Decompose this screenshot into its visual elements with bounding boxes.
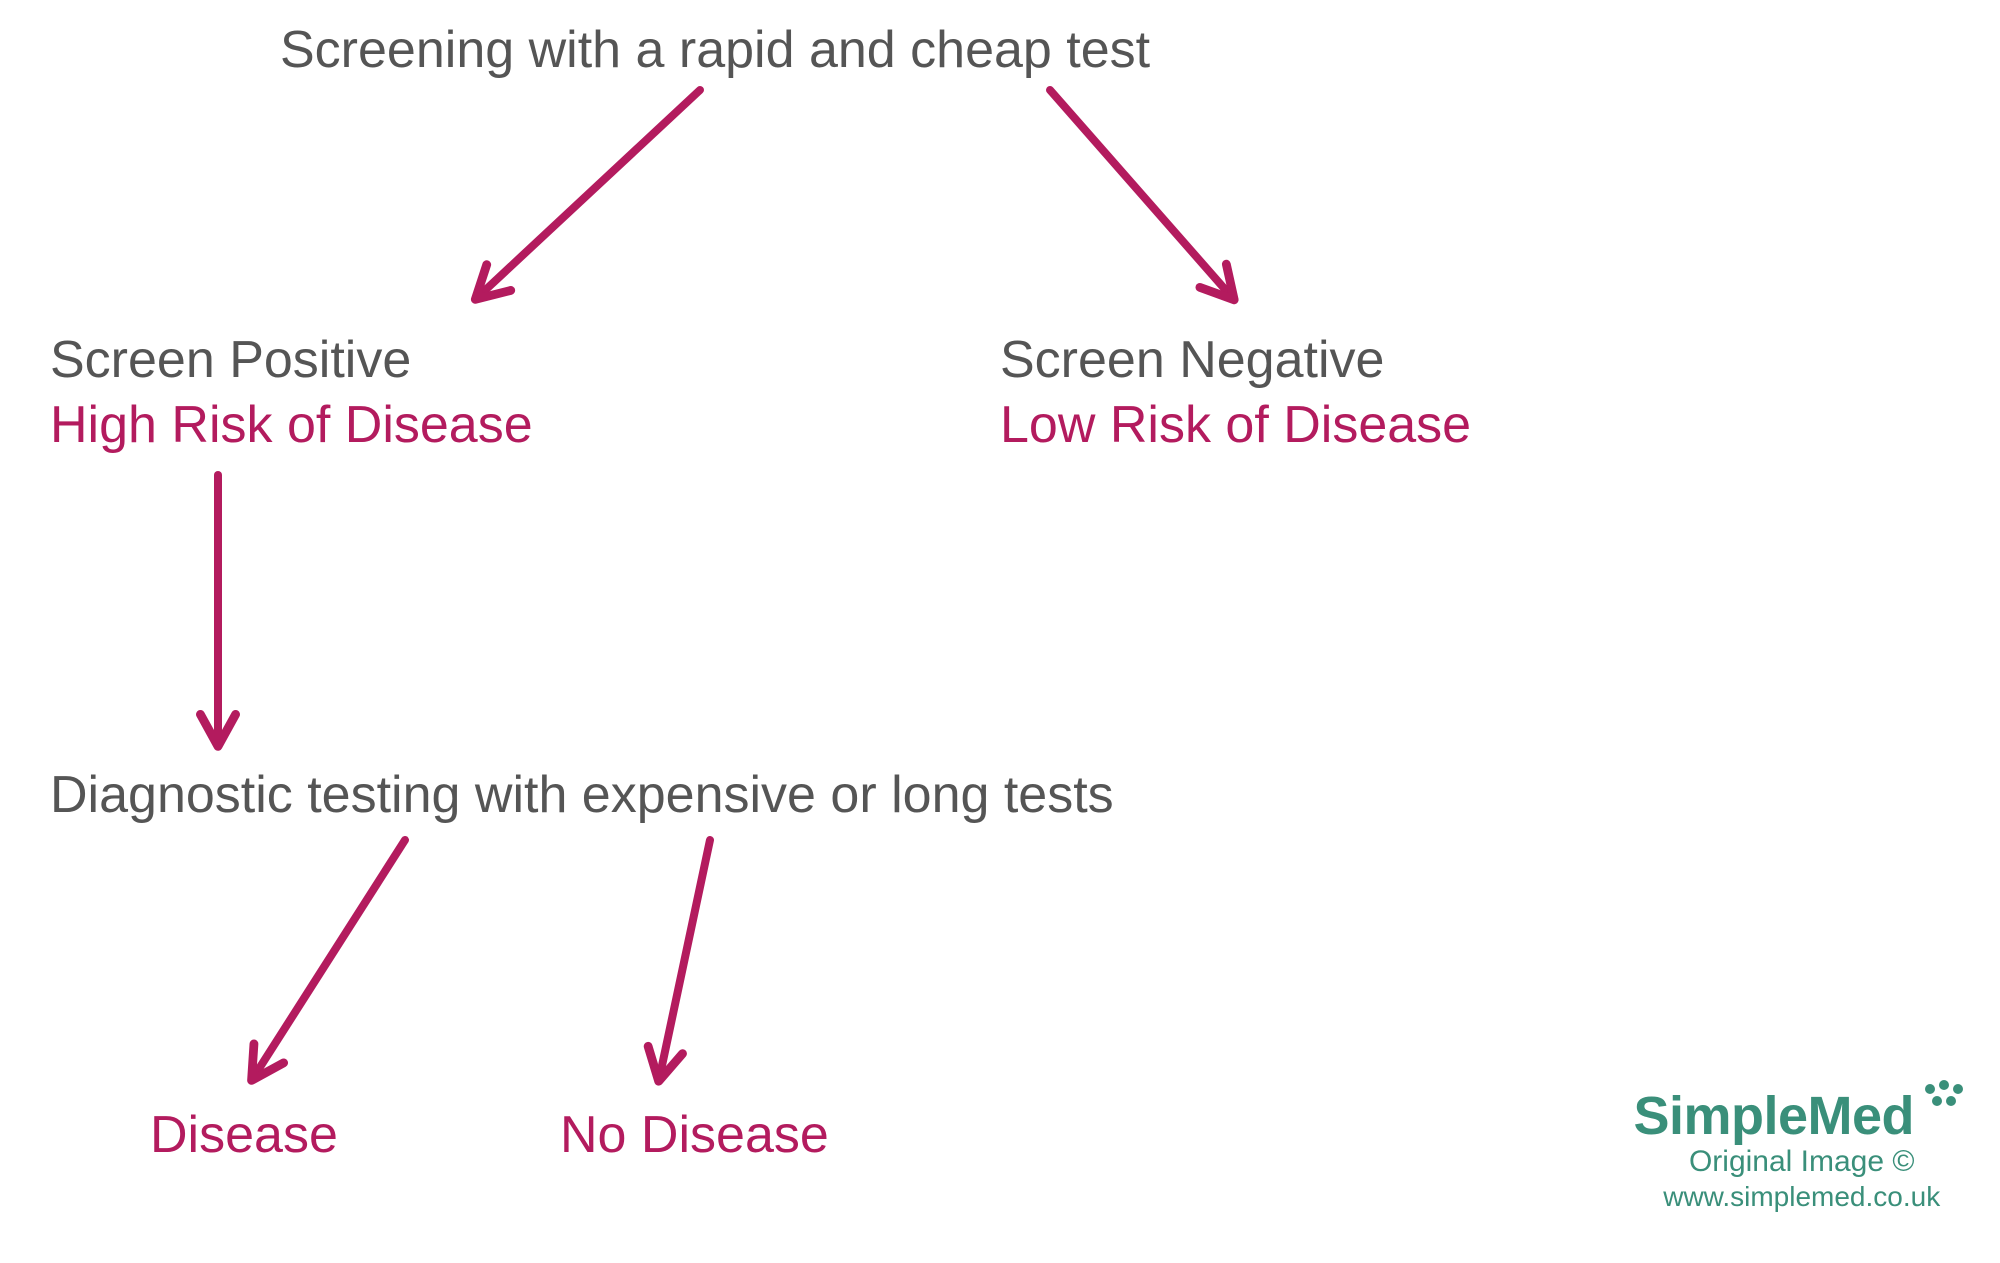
watermark-line1: Original Image ©	[1633, 1145, 1970, 1179]
arrow-diagnostic-to-no-disease	[660, 840, 710, 1075]
node-screen-negative-subtitle: Low Risk of Disease	[1000, 395, 1471, 455]
watermark: SimpleMed Original Image © www.simplemed…	[1633, 1085, 1970, 1213]
node-screen-positive-title: Screen Positive	[50, 330, 411, 390]
node-disease: Disease	[150, 1105, 338, 1165]
arrow-root-to-positive	[480, 90, 700, 295]
arrow-layer	[0, 0, 2000, 1263]
node-no-disease: No Disease	[560, 1105, 829, 1165]
node-screen-negative-title: Screen Negative	[1000, 330, 1384, 390]
watermark-line2: www.simplemed.co.uk	[1633, 1181, 1970, 1213]
node-root: Screening with a rapid and cheap test	[280, 20, 1150, 80]
node-screen-positive-subtitle: High Risk of Disease	[50, 395, 533, 455]
watermark-brand: SimpleMed	[1633, 1085, 1914, 1147]
node-diagnostic: Diagnostic testing with expensive or lon…	[50, 765, 1114, 825]
arrow-diagnostic-to-disease	[255, 840, 405, 1075]
dots-icon	[1920, 1077, 1970, 1117]
arrow-root-to-negative	[1050, 90, 1230, 295]
